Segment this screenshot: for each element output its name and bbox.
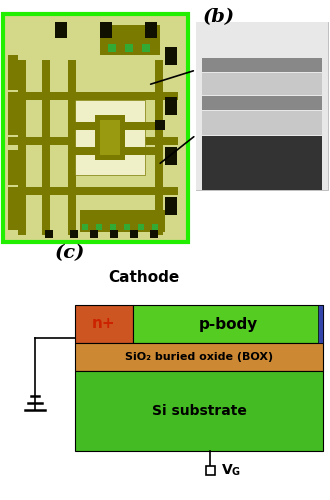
Bar	[130, 230, 138, 238]
Bar	[196, 22, 202, 190]
Bar	[100, 22, 112, 38]
Bar	[125, 147, 155, 155]
Bar	[196, 96, 328, 110]
Bar	[42, 60, 50, 235]
Bar	[110, 224, 116, 230]
Bar	[75, 371, 323, 451]
Bar	[90, 230, 98, 238]
Bar	[70, 230, 78, 238]
Bar	[110, 230, 118, 238]
Bar	[95, 115, 125, 160]
Bar	[196, 22, 328, 60]
Bar	[165, 97, 177, 115]
Bar	[3, 14, 188, 242]
Bar	[55, 22, 67, 38]
Bar	[8, 195, 18, 230]
Bar	[196, 73, 328, 95]
Bar	[196, 58, 328, 72]
Bar	[152, 224, 158, 230]
Bar	[75, 305, 133, 343]
Bar	[100, 120, 120, 155]
Bar	[8, 137, 178, 145]
Bar	[82, 224, 88, 230]
Bar	[108, 44, 116, 52]
Bar	[18, 60, 26, 235]
Bar	[8, 92, 178, 100]
Bar	[8, 187, 178, 195]
Bar	[96, 224, 102, 230]
Bar	[165, 147, 177, 165]
Bar	[100, 25, 160, 55]
Bar	[45, 230, 53, 238]
Bar	[206, 466, 214, 475]
Bar	[322, 22, 328, 190]
Bar	[80, 210, 165, 232]
Text: (c): (c)	[55, 244, 85, 262]
Bar	[318, 305, 323, 343]
Bar	[8, 100, 18, 135]
Text: G: G	[231, 467, 239, 477]
Bar	[165, 197, 177, 215]
Bar	[68, 147, 95, 155]
Bar	[124, 224, 130, 230]
Text: V: V	[222, 463, 233, 477]
Bar	[68, 60, 76, 235]
Bar	[75, 343, 323, 371]
Bar	[8, 150, 18, 185]
Bar	[125, 122, 155, 130]
Text: SiO₂ buried oxide (BOX): SiO₂ buried oxide (BOX)	[125, 352, 273, 362]
Bar	[196, 111, 328, 135]
Bar	[68, 122, 95, 130]
Bar	[150, 230, 158, 238]
Bar	[138, 224, 144, 230]
Bar	[196, 22, 328, 190]
Bar	[196, 136, 328, 190]
Bar	[75, 100, 145, 175]
Text: (b): (b)	[203, 8, 235, 26]
Text: Si substrate: Si substrate	[151, 404, 247, 418]
Text: Cathode: Cathode	[108, 270, 179, 285]
Bar	[155, 120, 165, 130]
Bar	[145, 22, 157, 38]
Bar	[155, 60, 163, 235]
Bar	[165, 47, 177, 65]
Bar	[133, 305, 323, 343]
Bar	[142, 44, 150, 52]
Text: n+: n+	[92, 316, 116, 332]
Bar	[8, 55, 18, 90]
Text: p-body: p-body	[198, 316, 258, 332]
Bar	[125, 44, 133, 52]
